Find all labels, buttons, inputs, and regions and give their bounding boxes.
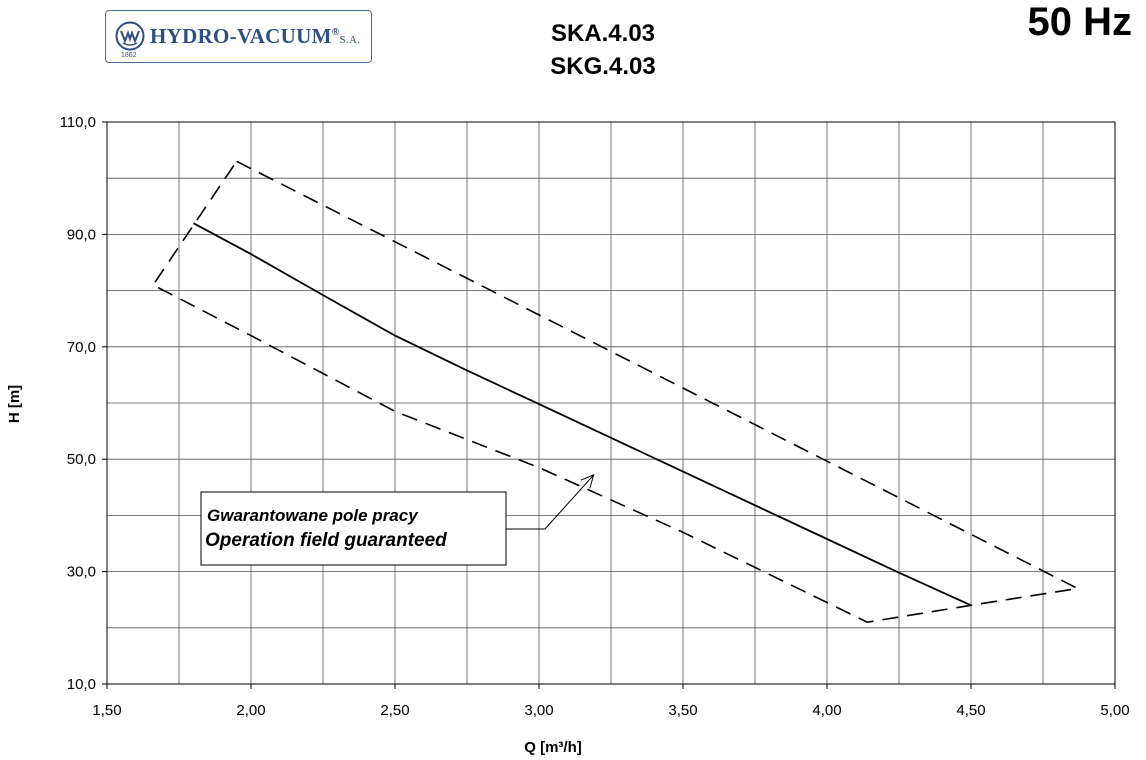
- plot-frame: [106, 121, 1116, 685]
- logo-text: HYDRO-VACUUM®S.A.: [150, 24, 360, 49]
- frequency-label: 50 Hz: [1027, 0, 1133, 44]
- logo-suffix: S.A.: [339, 34, 361, 46]
- annotation: Gwarantowane pole pracy Operation field …: [200, 474, 595, 566]
- chart-grid: [106, 121, 1116, 685]
- annotation-arrow: [506, 474, 595, 530]
- x-tick-label: 1,50: [92, 702, 121, 719]
- x-tick-label: 2,00: [236, 702, 265, 719]
- y-tick-label: 30,0: [67, 564, 96, 581]
- pump-curve-line: [192, 222, 972, 607]
- annotation-line-1: Gwarantowane pole pracy: [207, 506, 419, 525]
- x-tick-label: 3,00: [524, 702, 553, 719]
- annotation-line-2: Operation field guaranteed: [205, 530, 447, 551]
- annotation-box: [200, 491, 507, 566]
- y-tick-label: 50,0: [67, 451, 96, 468]
- x-tick-label: 4,50: [956, 702, 985, 719]
- x-axis-ticks: 1,50 2,00 2,50 3,00 3,50 4,00 4,50 5,00: [92, 684, 1130, 719]
- model-title-ska: SKA.4.03: [550, 20, 656, 47]
- x-tick-label: 5,00: [1100, 702, 1129, 719]
- y-axis-ticks: 10,0 30,0 50,0 70,0 90,0 110,0: [60, 114, 107, 693]
- annotation-arrowhead: [580, 474, 595, 489]
- x-tick-label: 3,50: [668, 702, 697, 719]
- y-tick-label: 90,0: [67, 226, 96, 243]
- x-axis-label: Q [m³/h]: [524, 739, 582, 756]
- chart-series: [151, 160, 1081, 624]
- model-title-skg: SKG.4.03: [550, 53, 656, 80]
- y-tick-label: 10,0: [67, 676, 96, 693]
- y-axis-label: H [m]: [6, 385, 23, 423]
- y-tick-label: 70,0: [67, 339, 96, 356]
- logo-registered: ®: [331, 27, 340, 38]
- hydro-vacuum-emblem-icon: [115, 21, 145, 51]
- logo-name: HYDRO-VACUUM: [150, 24, 332, 48]
- logo-year: 1862: [121, 52, 137, 59]
- y-tick-label: 110,0: [60, 114, 96, 131]
- x-tick-label: 2,50: [380, 702, 409, 719]
- company-logo: HYDRO-VACUUM®S.A. 1862: [105, 10, 372, 63]
- operating-field-boundary: [151, 160, 1081, 624]
- x-tick-label: 4,00: [812, 702, 841, 719]
